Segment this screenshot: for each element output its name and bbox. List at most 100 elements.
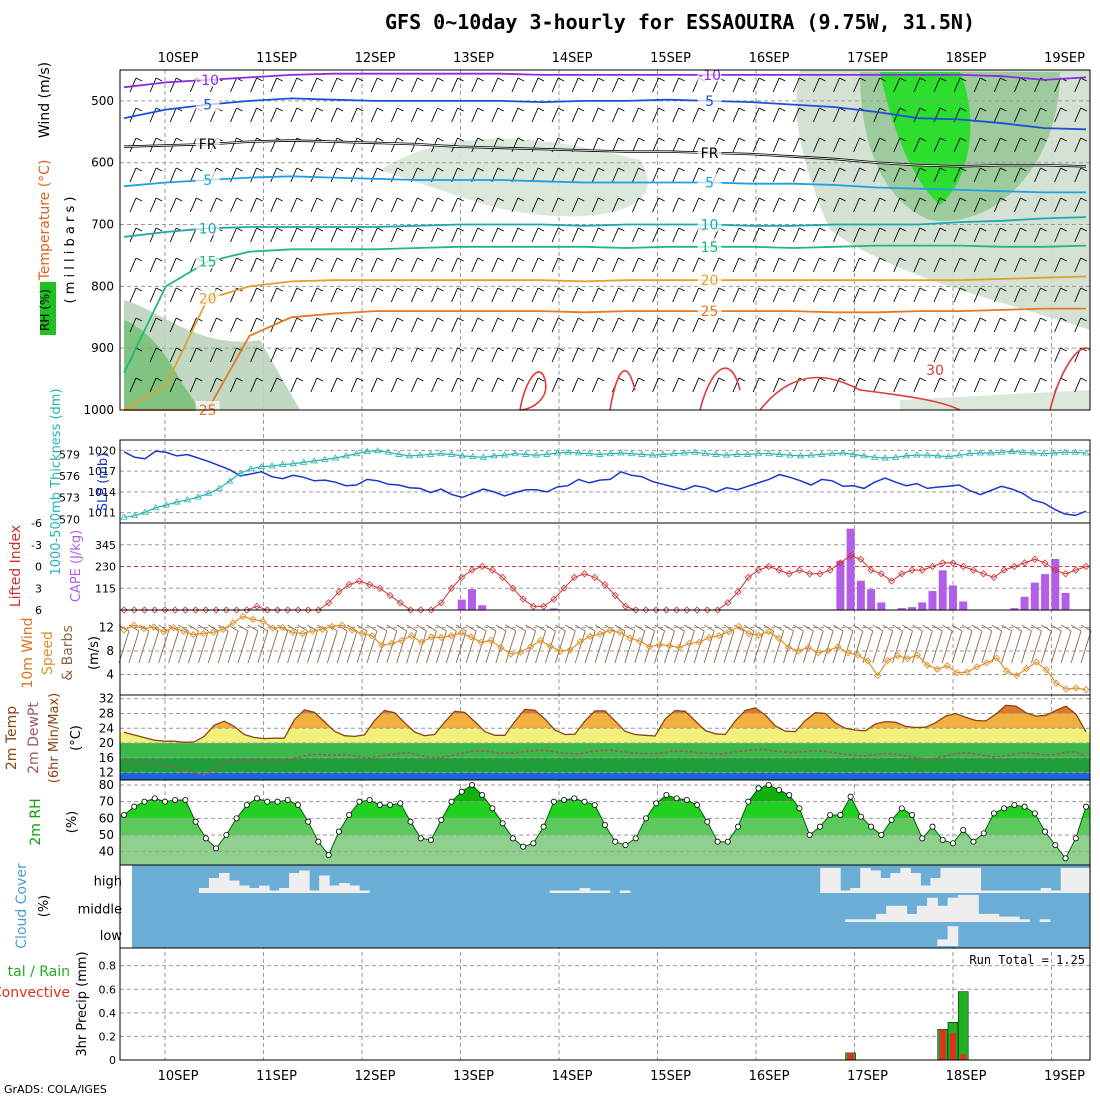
rh-marker xyxy=(407,818,414,825)
rh-marker xyxy=(663,792,670,799)
wind-speed-marker xyxy=(715,632,723,640)
contour-label-bg xyxy=(697,143,722,160)
cloud-high-bar xyxy=(249,888,260,893)
rh-marker xyxy=(489,805,496,812)
rh-marker xyxy=(929,823,936,830)
lifted-index-marker xyxy=(284,606,292,614)
lifted-index-marker xyxy=(396,599,404,607)
rh-marker xyxy=(325,852,332,859)
contour-label-bg xyxy=(697,302,722,319)
lifted-index-marker xyxy=(734,588,742,596)
temp-band xyxy=(120,757,1090,773)
wind-speed-marker xyxy=(249,615,257,624)
lifted-index-marker xyxy=(652,606,660,614)
lifted-index-marker xyxy=(601,581,609,589)
thickness-marker xyxy=(448,450,456,457)
lifted-index-marker xyxy=(826,566,834,574)
contour-label-bg xyxy=(697,237,722,254)
cloud-high-bar xyxy=(910,873,921,893)
wind-speed-marker xyxy=(1032,658,1041,666)
lifted-index-marker xyxy=(560,584,568,592)
thickness-marker xyxy=(617,449,625,456)
lifted-index-marker xyxy=(263,606,271,614)
thickness-marker xyxy=(1040,449,1048,457)
lifted-index-marker xyxy=(314,606,323,614)
wind-speed-marker xyxy=(388,639,396,648)
rh-tick-label: 40 xyxy=(99,845,114,859)
li-tick-label: 6 xyxy=(35,604,42,617)
thickness-marker xyxy=(807,451,815,458)
rh-marker xyxy=(1031,810,1038,817)
thickness-marker xyxy=(733,450,741,457)
lifted-index-marker xyxy=(867,566,875,574)
wind-speed-marker xyxy=(378,641,386,649)
cape-bar xyxy=(1061,592,1070,610)
wind-speed-marker xyxy=(427,633,436,641)
lifted-index-marker xyxy=(447,584,456,592)
wind-speed-marker xyxy=(169,623,178,632)
lifted-index-marker xyxy=(673,606,681,614)
wind-speed-marker xyxy=(913,651,922,659)
date-label-bottom: 11SEP xyxy=(256,1069,297,1084)
li-tick-label: 0 xyxy=(35,561,42,574)
temp-axis-label: (°C) xyxy=(69,725,84,751)
thickness-marker xyxy=(765,449,773,457)
thickness-marker xyxy=(310,457,318,464)
pressure-tick-label: 600 xyxy=(91,156,114,170)
cloud-high-bar xyxy=(208,878,220,893)
thickness-axis-label: 1000-500mb Thickness (dm) xyxy=(49,388,64,575)
precip-total-label: tal / Rain xyxy=(8,964,70,980)
rh-marker xyxy=(141,798,148,805)
precip-panel-border xyxy=(119,947,1091,1061)
cloud-middle-bar xyxy=(957,895,969,922)
rh-marker xyxy=(335,828,342,835)
rh-marker xyxy=(622,842,629,849)
cloud-axis-label: Cloud Cover xyxy=(14,863,30,949)
cape-bar xyxy=(959,601,968,610)
wind-speed-marker xyxy=(963,668,971,676)
wind-panel-bg xyxy=(120,610,1090,695)
wind-speed-marker xyxy=(616,628,624,636)
cloud-layer-label: high xyxy=(94,875,122,890)
cloud-high-bar xyxy=(1070,868,1082,893)
cloud-layer-label: low xyxy=(100,929,123,944)
rh-marker xyxy=(561,797,568,804)
cape-bar xyxy=(877,602,886,610)
date-label-top: 19SEP xyxy=(1044,51,1085,66)
cloud-middle-bar xyxy=(886,905,897,922)
rh-marker xyxy=(980,830,987,837)
cloud-high-bar xyxy=(870,870,881,893)
thickness-marker xyxy=(691,448,699,455)
thickness-marker xyxy=(120,513,128,520)
cape-tick-label: 230 xyxy=(95,561,116,574)
slp-line xyxy=(123,450,1087,517)
rh-marker xyxy=(694,802,701,809)
cape-bar xyxy=(1020,596,1029,610)
cloud-middle-bar xyxy=(875,913,887,922)
thickness-marker xyxy=(796,452,805,459)
thickness-marker xyxy=(162,501,170,508)
rh-marker xyxy=(305,818,312,825)
contour-label-bg xyxy=(195,401,220,417)
rh-marker xyxy=(1072,835,1079,842)
slp-tick-label: 1017 xyxy=(88,465,116,478)
rh-marker xyxy=(653,800,660,807)
lifted-index-marker xyxy=(140,606,149,614)
rh-band xyxy=(120,835,1090,865)
rh-marker xyxy=(233,815,240,822)
date-label-bottom: 15SEP xyxy=(650,1069,691,1084)
wind-upper-axis-label: Wind (m/s) xyxy=(37,62,53,138)
contour-label: 20 xyxy=(701,273,719,289)
cloud-high-bar xyxy=(619,890,631,893)
wind-speed-marker xyxy=(517,648,525,656)
wind-speed-marker xyxy=(923,661,931,669)
cloud-high-bar xyxy=(880,878,891,893)
wind-speed-marker xyxy=(328,622,336,631)
rh-tick-label: 70 xyxy=(99,795,114,809)
contour-label-bg xyxy=(195,135,220,152)
cloud-high-bar xyxy=(198,888,210,893)
cloud-high-bar xyxy=(950,868,961,893)
lifted-index-marker xyxy=(898,570,906,578)
wind-speed-marker xyxy=(1012,672,1021,680)
thickness-marker xyxy=(1061,448,1069,455)
